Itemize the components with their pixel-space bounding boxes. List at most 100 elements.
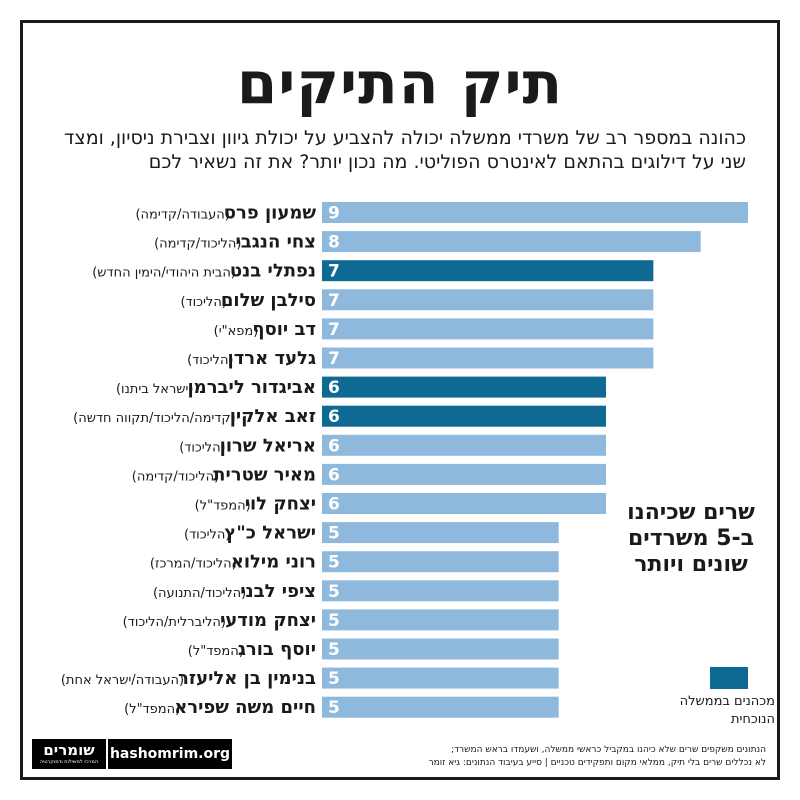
row-label: נפתלי בנט(הבית היהודי/הימין החדש) — [92, 261, 316, 282]
bar-value-label: 5 — [328, 669, 340, 689]
row-label: סילבן שלום(הליכוד) — [180, 290, 316, 311]
minister-name: סילבן שלום — [221, 290, 316, 311]
party-name: (המפד"ל) — [124, 702, 180, 717]
minister-name: ישראל כ"ץ — [224, 523, 316, 544]
row-label: יצחק לוי(המפד"ל) — [195, 494, 316, 515]
party-name: (הליכוד) — [179, 440, 225, 455]
row-label: ציפי לבני(הליכוד/התנועה) — [153, 581, 316, 602]
row-label: שמעון פרס(העבודה/קדימה) — [135, 203, 316, 224]
minister-name: יצחק מודעי — [220, 610, 316, 631]
bar — [322, 638, 559, 660]
bar — [322, 376, 606, 398]
party-name: (הליברלית/הליכוד) — [123, 615, 226, 630]
row-label: גלעד ארדן(הליכוד) — [187, 348, 316, 369]
footnote-line-1: הנתונים משקפים שרים שלא כיהנו במקביל כרא… — [451, 745, 766, 755]
bar-value-label: 5 — [328, 640, 340, 660]
row-label: צחי הנגבי(הליכוד/קדימה) — [154, 232, 316, 253]
legend-label: מכהנים בממשלה הנוכחית — [679, 694, 775, 727]
logo: שומרים המרכז למשילות ודמוקרטיה — [32, 739, 106, 769]
minister-name: דב יוסף — [252, 319, 316, 340]
bar-value-label: 7 — [328, 349, 340, 369]
bar — [322, 231, 701, 253]
row-label: זאב אלקין(קדימה/הליכוד/תקווה חדשה) — [73, 406, 316, 427]
party-name: (קדימה/הליכוד/תקווה חדשה) — [73, 411, 236, 426]
logo-subtext: המרכז למשילות ודמוקרטיה — [39, 759, 99, 765]
bar-value-label: 6 — [328, 465, 340, 485]
party-name: (ישראל ביתנו) — [116, 382, 194, 397]
bar — [322, 405, 606, 427]
chart-title: תיק התיקים — [236, 49, 564, 117]
party-name: (מפא"י) — [214, 324, 259, 339]
minister-name: אביגדור ליברמן — [188, 377, 317, 398]
row-label: בנימין בן אליעזר(העבודה/ישראל אחת) — [61, 668, 316, 689]
legend-swatch — [710, 667, 748, 689]
party-name: (העבודה/ישראל אחת) — [61, 673, 184, 688]
bar — [322, 463, 606, 485]
bar-value-label: 5 — [328, 611, 340, 631]
bar-value-label: 5 — [328, 524, 340, 544]
minister-name: צחי הנגבי — [235, 232, 316, 253]
party-name: (הבית היהודי/הימין החדש) — [92, 266, 236, 281]
bar — [322, 522, 559, 544]
row-label: רוני מילוא(הליכוד/המרכז) — [150, 552, 316, 573]
bar — [322, 289, 654, 311]
minister-name: יוסף בורג — [238, 639, 316, 660]
chart-subtitle: כהונה במספר רב של משרדי ממשלה יכולה להצב… — [64, 127, 746, 173]
minister-name: שמעון פרס — [224, 203, 317, 224]
footnote: הנתונים משקפים שרים שלא כיהנו במקביל כרא… — [300, 744, 766, 770]
bar — [322, 434, 606, 456]
bar-value-label: 5 — [328, 698, 340, 718]
bar — [322, 318, 654, 340]
minister-name: זאב אלקין — [230, 406, 316, 427]
party-name: (הליכוד) — [180, 295, 226, 310]
row-label: דב יוסף(מפא"י) — [214, 319, 316, 340]
bar-value-label: 7 — [328, 291, 340, 311]
bar — [322, 609, 559, 631]
row-label: אריאל שרון(הליכוד) — [179, 435, 316, 456]
minister-name: חיים משה שפירא — [174, 697, 316, 718]
bar-value-label: 6 — [328, 436, 340, 456]
bar-value-label: 8 — [328, 233, 340, 253]
party-name: (המפד"ל) — [188, 644, 244, 659]
party-name: (העבודה/קדימה) — [135, 208, 229, 223]
bar — [322, 493, 606, 514]
minister-name: נפתלי בנט — [230, 261, 316, 282]
minister-name: בנימין בן אליעזר — [178, 668, 316, 689]
row-label: יוסף בורג(המפד"ל) — [188, 639, 316, 660]
row-label: אביגדור ליברמן(ישראל ביתנו) — [116, 377, 316, 398]
site-url[interactable]: hashomrim.org — [108, 739, 232, 769]
minister-name: אריאל שרון — [220, 435, 316, 456]
party-name: (הליכוד/המרכז) — [150, 557, 237, 572]
row-label: יצחק מודעי(הליברלית/הליכוד) — [123, 610, 316, 631]
bar-value-label: 5 — [328, 553, 340, 573]
bar — [322, 260, 654, 282]
bar — [322, 347, 654, 369]
side-note: שרים שכיהנו ב-5 משרדים שונים ויותר — [627, 500, 755, 577]
bar-value-label: 6 — [328, 407, 340, 427]
minister-name: גלעד ארדן — [228, 348, 316, 369]
logo-text: שומרים — [43, 741, 95, 759]
minister-name: מאיר שטרית — [213, 464, 316, 485]
row-label: מאיר שטרית(הליכוד/קדימה) — [132, 464, 316, 485]
bar-value-label: 9 — [328, 204, 340, 224]
party-name: (הליכוד/התנועה) — [153, 586, 246, 601]
bar — [322, 667, 559, 689]
bar-value-label: 7 — [328, 262, 340, 282]
bar-value-label: 7 — [328, 320, 340, 340]
bar — [322, 696, 559, 718]
bar — [322, 580, 559, 602]
party-name: (הליכוד/קדימה) — [154, 237, 241, 252]
bar — [322, 551, 559, 573]
bar-value-label: 6 — [328, 378, 340, 398]
party-name: (הליכוד) — [187, 353, 233, 368]
bar-value-label: 6 — [328, 495, 340, 515]
bar-value-label: 5 — [328, 582, 340, 602]
row-label: ישראל כ"ץ(הליכוד) — [184, 523, 316, 544]
minister-name: רוני מילוא — [231, 552, 316, 573]
row-label: חיים משה שפירא(המפד"ל) — [124, 697, 316, 718]
party-name: (הליכוד) — [184, 528, 230, 543]
minister-name: ציפי לבני — [240, 581, 316, 602]
minister-name: יצחק לוי — [245, 494, 316, 515]
party-name: (המפד"ל) — [195, 499, 251, 514]
